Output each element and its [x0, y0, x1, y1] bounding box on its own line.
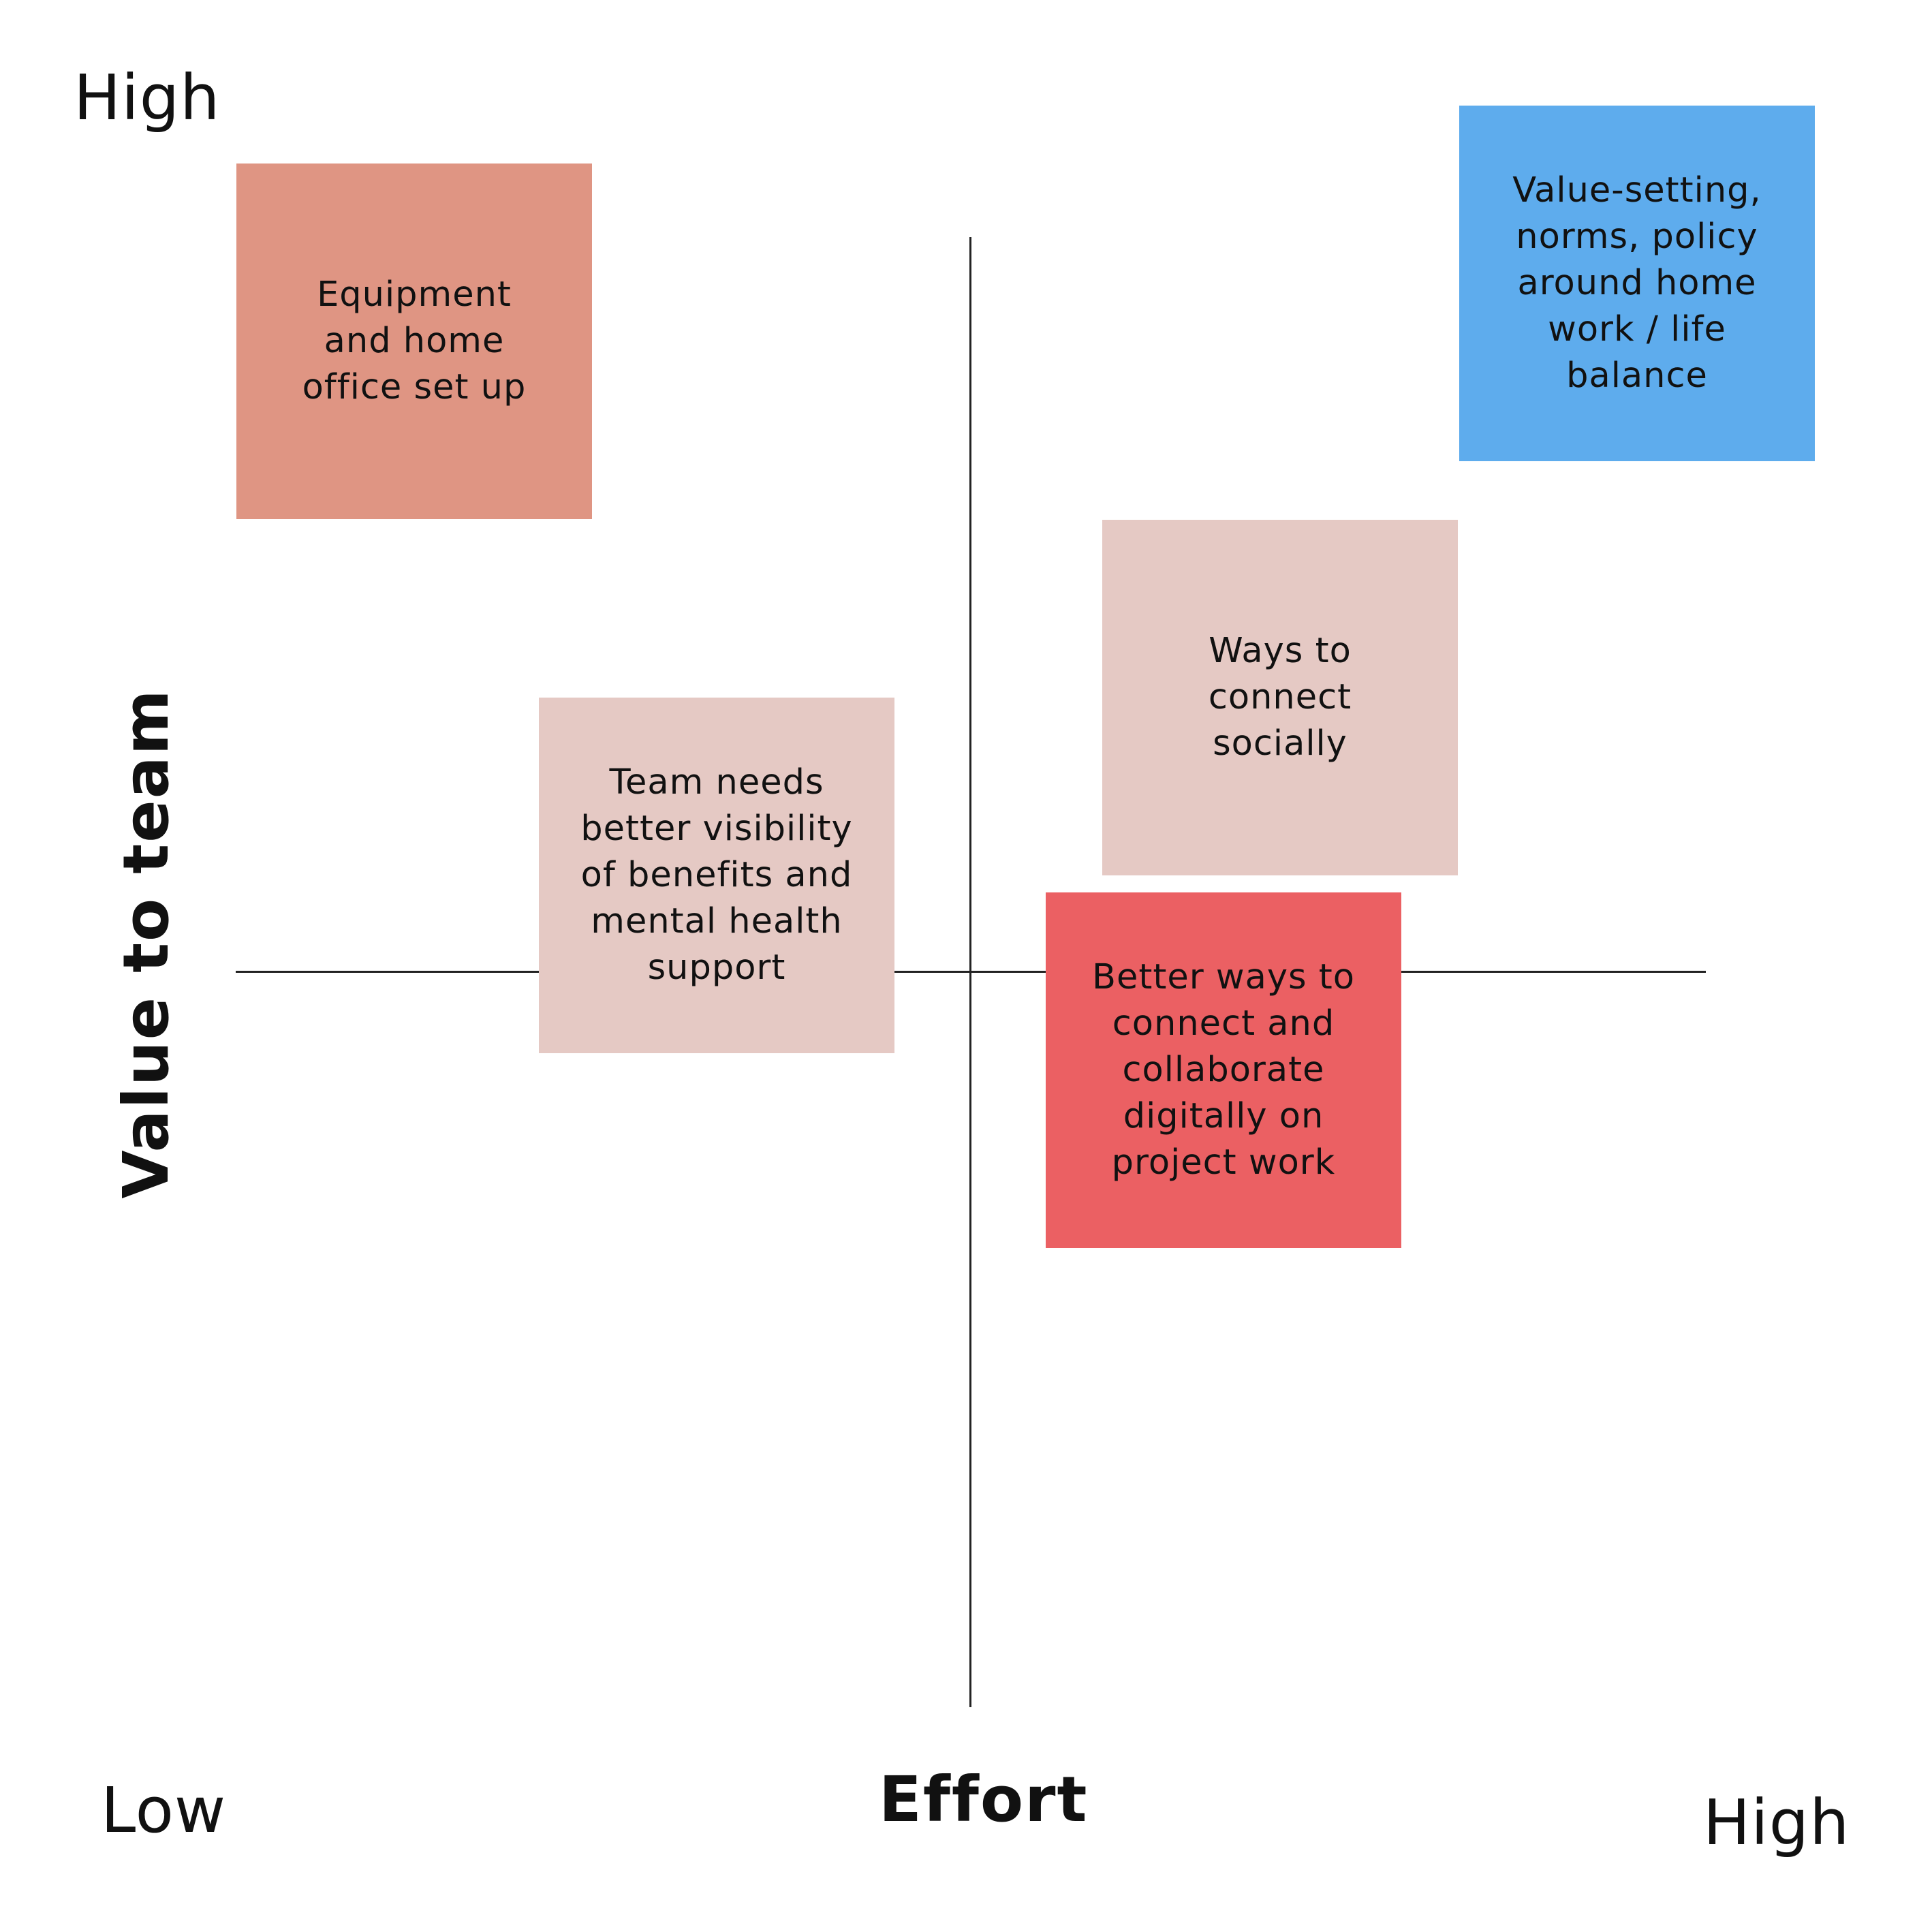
sticky-note-policy[interactable]: Value-setting, norms, policy around home…: [1459, 106, 1815, 461]
y-axis-high-label: High: [74, 61, 221, 134]
sticky-note-text: Ways to connect socially: [1208, 631, 1352, 764]
sticky-note-text: Team needs better visibility of benefits…: [580, 762, 853, 988]
x-axis-title: Effort: [879, 1763, 1089, 1836]
sticky-note-text: Equipment and home office set up: [302, 275, 527, 407]
sticky-note-equipment[interactable]: Equipment and home office set up: [236, 163, 592, 519]
sticky-note-collaboration[interactable]: Better ways to connect and collaborate d…: [1046, 892, 1401, 1248]
sticky-note-text: Better ways to connect and collaborate d…: [1091, 957, 1356, 1183]
y-axis-title: Value to team: [110, 688, 183, 1199]
x-axis-high-label: High: [1703, 1786, 1850, 1859]
sticky-note-social[interactable]: Ways to connect socially: [1102, 520, 1458, 875]
sticky-note-text: Value-setting, norms, policy around home…: [1512, 170, 1762, 396]
x-axis-low-label: Low: [101, 1774, 227, 1847]
sticky-note-benefits[interactable]: Team needs better visibility of benefits…: [539, 698, 894, 1053]
horizontal-axis-line: [236, 971, 1706, 973]
